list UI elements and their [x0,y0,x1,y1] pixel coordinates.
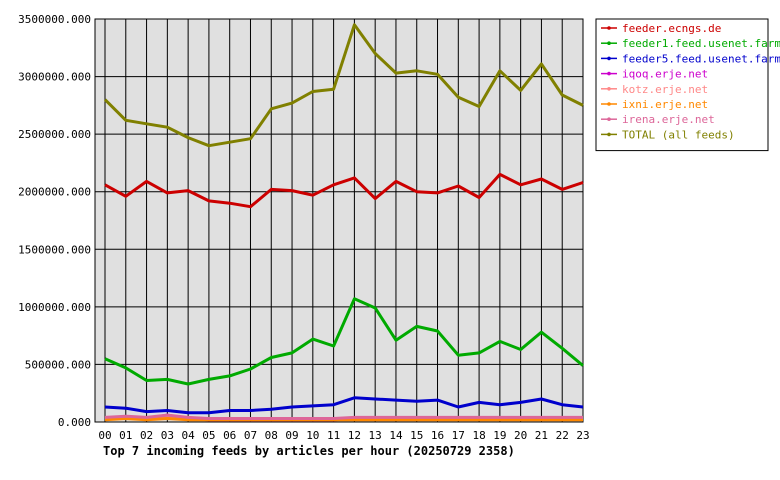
x-tick-label: 12 [348,429,361,442]
x-tick-label: 04 [182,429,196,442]
y-tick-label: 2500000.000 [18,128,91,141]
legend-label: feeder1.feed.usenet.farm [622,37,780,50]
legend-marker [607,26,611,30]
series-line [103,23,584,148]
x-tick-label: 00 [98,429,111,442]
vertical-gridlines [104,19,584,422]
x-tick-label: 11 [327,429,340,442]
legend-label: TOTAL (all feeds) [622,128,735,141]
series-line [104,417,583,422]
x-tick-label: 02 [140,429,153,442]
x-axis-ticks: 00 01 02 03 04 05 06 07 08 09 10 11 12 13 14 15 16 17 18 19… [98,429,589,442]
series-line [104,172,584,209]
x-tick-label: 18 [472,429,485,442]
x-tick-label: 01 [119,429,132,442]
y-tick-label: 0.000 [58,416,91,429]
legend: feeder.ecngs.de feeder1.feed.usenet.farm f… [595,18,780,152]
x-tick-label: 21 [535,429,548,442]
x-tick-label: 09 [285,429,298,442]
chart-caption: Top 7 incoming feeds by articles per hou… [103,444,515,458]
x-tick-label: 17 [452,429,465,442]
x-tick-label: 20 [514,429,527,442]
legend-label: iqoq.erje.net [622,68,708,81]
x-tick-label: 07 [244,429,257,442]
legend-box [595,18,769,152]
y-tick-label: 1000000.000 [18,301,91,314]
x-tick-label: 06 [223,429,236,442]
legend-label: ixni.erje.net [622,98,708,111]
x-tick-label: 15 [410,429,423,442]
plot-border [94,18,584,423]
legend-marker [607,102,611,106]
legend-label: kotz.erje.net [622,83,708,96]
legend-marker [607,132,611,137]
series-lines [103,23,584,422]
x-tick-label: 19 [493,429,506,442]
x-tick-label: 14 [389,429,403,442]
legend-marker [607,41,611,45]
x-tick-label: 10 [306,429,319,442]
y-tick-label: 3500000.000 [18,13,91,26]
legend-label: feeder.ecngs.de [622,22,721,35]
series-line [104,413,583,420]
x-tick-label: 13 [369,429,382,442]
series-line [104,396,584,415]
legend-label: irena.erje.net [622,113,715,126]
x-tick-label: 23 [576,429,589,442]
y-axis-ticks: 0.000 500000.000 1000000.000 1500000.000 200… [18,13,91,429]
legend-marker [607,87,611,91]
x-tick-label: 22 [556,429,569,442]
legend-marker [607,71,611,76]
plot-background [95,19,583,422]
y-tick-label: 1500000.000 [18,243,91,256]
x-tick-label: 05 [202,429,215,442]
series-line [104,297,584,386]
legend-label: feeder5.feed.usenet.farm [622,52,780,65]
y-tick-label: 2000000.000 [18,186,91,199]
x-tick-label: 16 [431,429,444,442]
x-tick-label: 03 [161,429,174,442]
legend-marker [607,56,611,61]
y-tick-label: 3000000.000 [18,71,91,84]
x-tick-label: 08 [265,429,278,442]
legend-marker [607,117,611,121]
y-tick-label: 500000.000 [25,358,91,371]
